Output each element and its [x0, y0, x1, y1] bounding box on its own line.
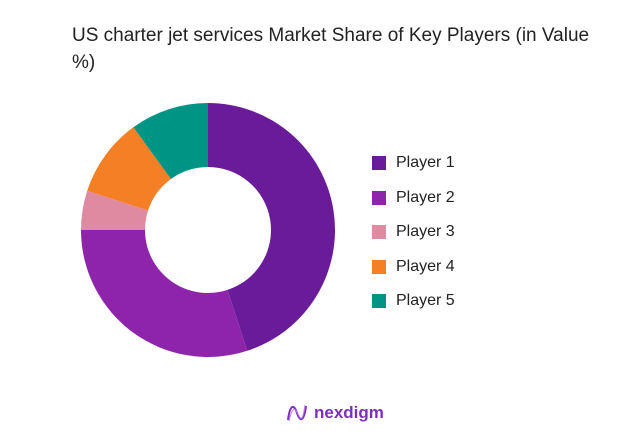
slice-player-5 — [133, 103, 208, 180]
legend-label: Player 5 — [396, 292, 455, 309]
legend-label: Player 2 — [396, 188, 455, 206]
legend-item: Player 2 — [372, 189, 455, 207]
legend-swatch — [372, 190, 386, 205]
slice-player-2 — [81, 230, 248, 358]
legend-swatch — [372, 225, 386, 239]
legend-swatch — [372, 259, 386, 274]
legend-item: Player 5 — [372, 292, 455, 310]
legend-item: Player 3 — [372, 223, 455, 241]
nexdigm-logo: nexdigm — [286, 402, 384, 424]
brand-name: nexdigm — [314, 403, 384, 422]
slice-player-4 — [87, 127, 171, 211]
chart-title: US charter jet services Market Share of … — [72, 25, 590, 73]
slice-player-3 — [81, 190, 149, 230]
legend-item: Player 4 — [372, 258, 455, 276]
legend-label: Player 4 — [396, 257, 455, 275]
legend-label: Player 3 — [396, 223, 455, 240]
legend-swatch — [372, 294, 386, 308]
legend-swatch — [372, 156, 386, 170]
nexdigm-logo-icon — [287, 404, 307, 422]
slice-player-1 — [208, 103, 336, 351]
legend-label: Player 1 — [396, 154, 455, 171]
legend-item: Player 1 — [372, 154, 455, 172]
